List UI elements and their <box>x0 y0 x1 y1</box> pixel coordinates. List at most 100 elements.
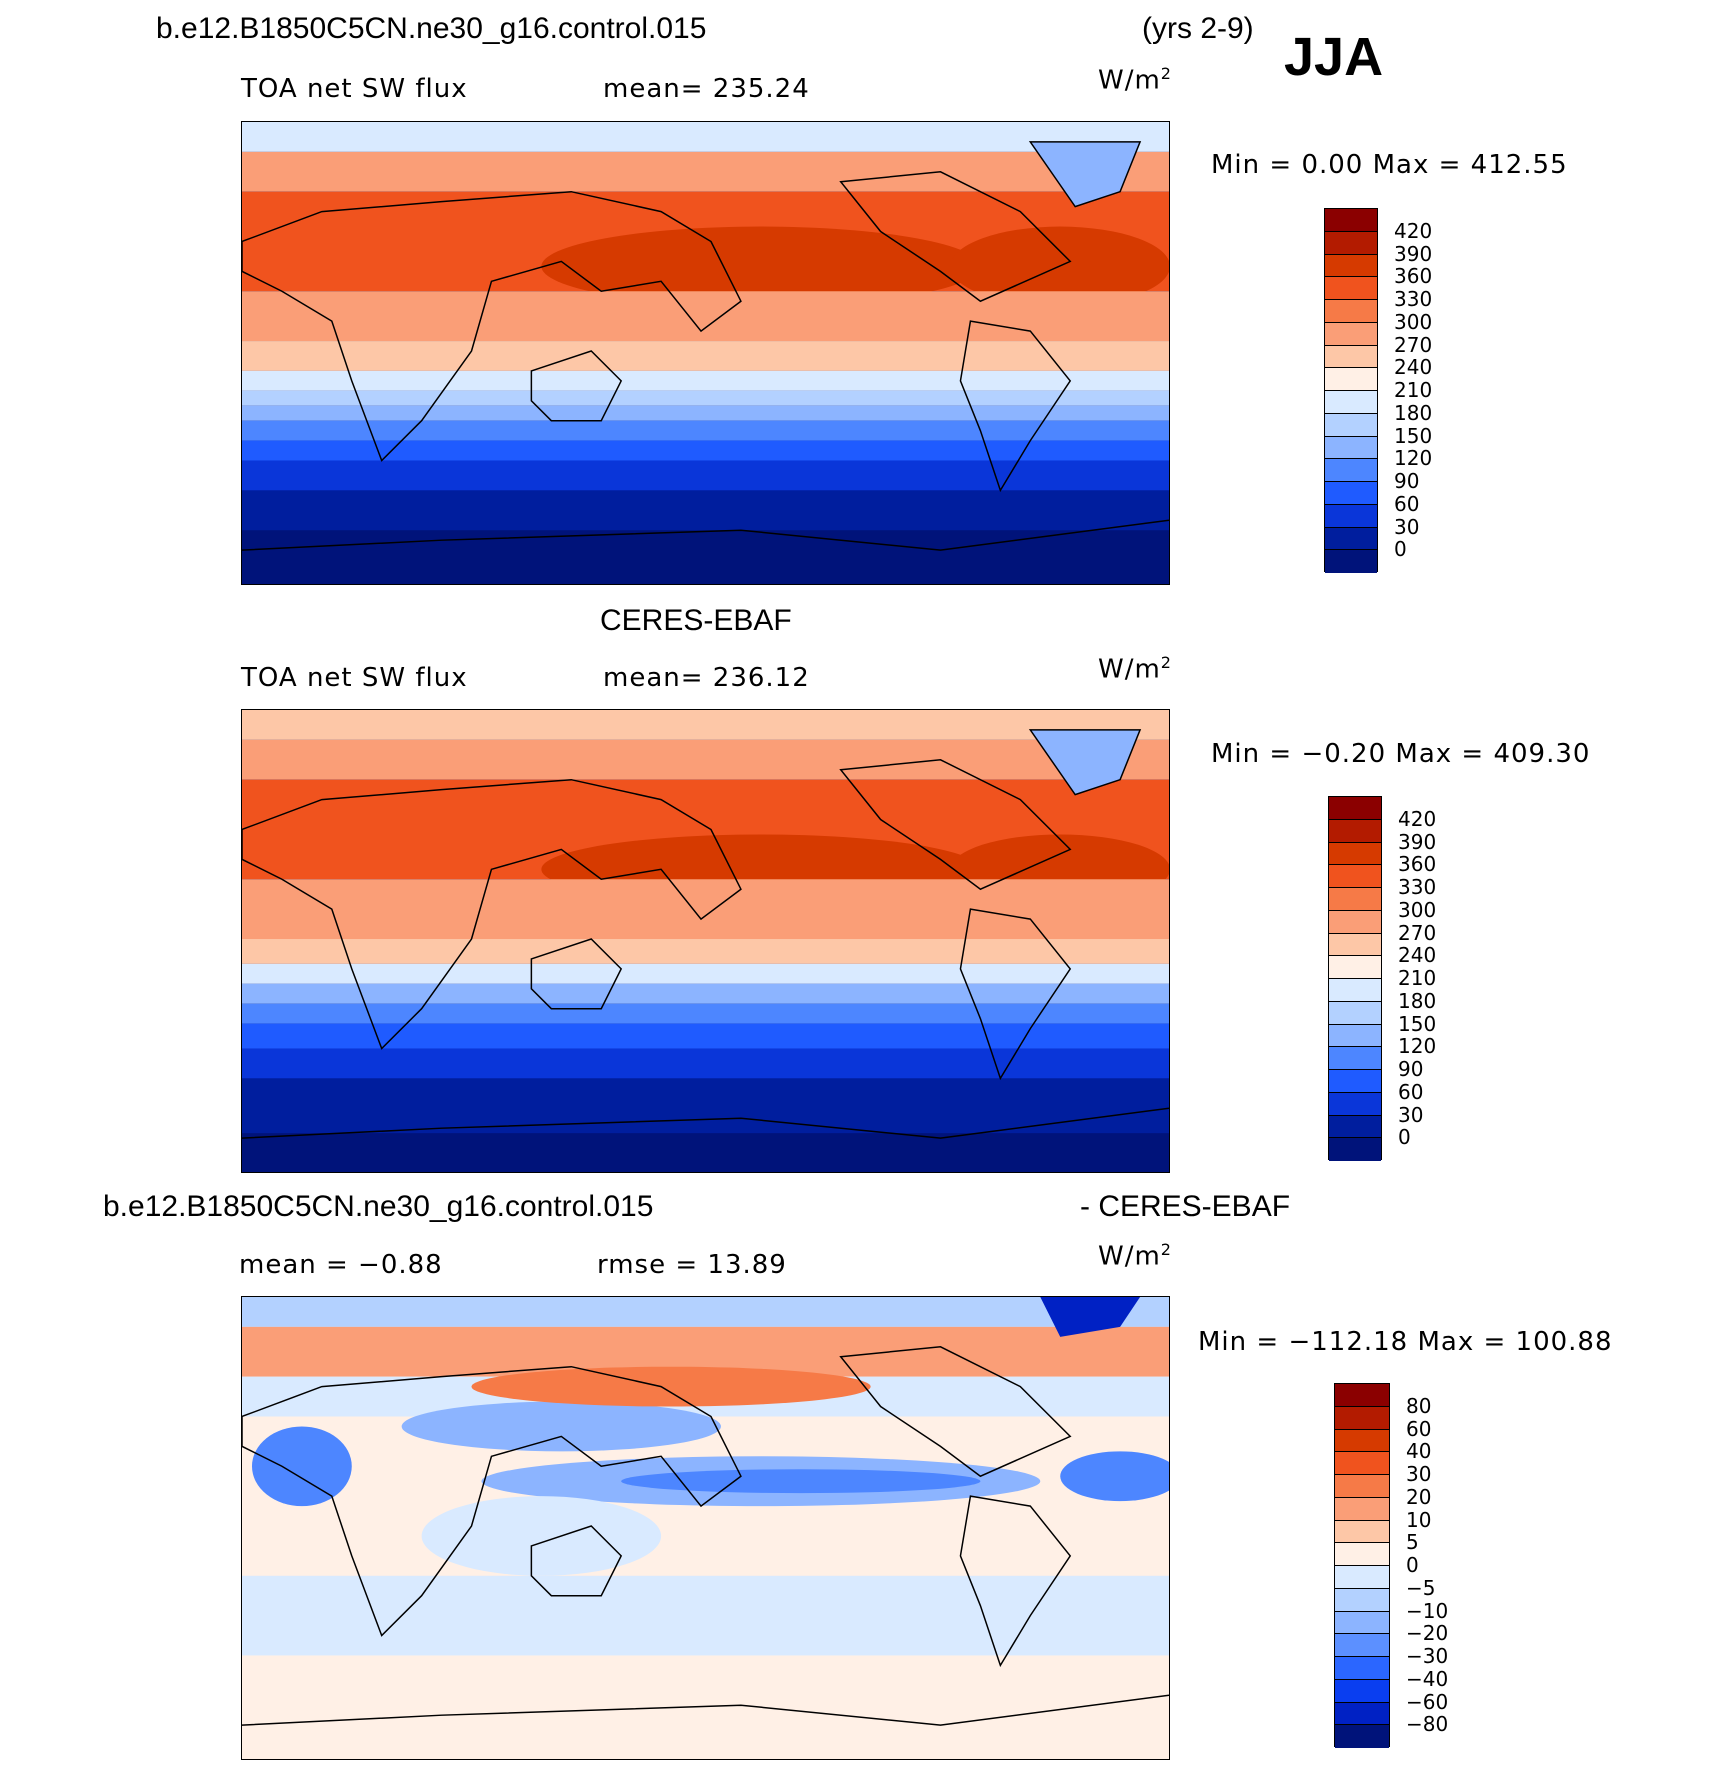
minmax-label: Min = −112.18 Max = 100.88 <box>1198 1327 1613 1357</box>
colorbar <box>1324 208 1378 573</box>
colorbar-level-label: 180 <box>1398 988 1437 1013</box>
colorbar-bin <box>1325 322 1377 346</box>
colorbar-level-label: 240 <box>1394 355 1433 380</box>
colorbar-level-label: 150 <box>1398 1011 1437 1036</box>
colorbar-level-label: 360 <box>1394 264 1433 289</box>
colorbar-level-label: −20 <box>1406 1621 1449 1646</box>
colorbar-bin <box>1325 413 1377 437</box>
colorbar-level-label: 360 <box>1398 852 1437 877</box>
colorbar-level-label: 120 <box>1394 446 1433 471</box>
colorbar-bin <box>1329 797 1381 820</box>
colorbar-level-label: −80 <box>1406 1712 1449 1737</box>
colorbar-bin <box>1325 482 1377 505</box>
colorbar-bin <box>1335 1384 1389 1407</box>
colorbar-level-label: 20 <box>1406 1484 1432 1509</box>
colorbar-bin <box>1325 436 1377 460</box>
colorbar-level-label: 120 <box>1398 1034 1437 1059</box>
colorbar-bin <box>1325 277 1377 300</box>
colorbar-bin <box>1329 979 1381 1002</box>
colorbar-level-label: 0 <box>1406 1553 1419 1577</box>
colorbar-level-label: 30 <box>1394 514 1420 539</box>
colorbar-level-label: 240 <box>1398 943 1437 968</box>
colorbar-bin <box>1325 391 1377 414</box>
units-label: W/m2 <box>1098 64 1172 96</box>
colorbar-bin <box>1335 1406 1389 1430</box>
colorbar-bin <box>1325 527 1377 551</box>
colorbar-bin <box>1325 504 1377 528</box>
colorbar-bin <box>1335 1634 1389 1657</box>
rmse-label: rmse = 13.89 <box>597 1250 787 1280</box>
colorbar-bin <box>1329 910 1381 934</box>
colorbar <box>1334 1383 1390 1748</box>
colorbar-bin <box>1325 209 1377 232</box>
colorbar-bin <box>1325 345 1377 369</box>
colorbar-level-label: 420 <box>1398 806 1437 831</box>
colorbar-bin <box>1335 1588 1389 1612</box>
colorbar-level-label: −10 <box>1406 1598 1449 1623</box>
obs-title: CERES-EBAF <box>600 604 792 637</box>
minmax-label: Min = −0.20 Max = 409.30 <box>1211 739 1591 769</box>
colorbar-level-label: 300 <box>1394 309 1433 334</box>
colorbar-bin <box>1329 1001 1381 1025</box>
colorbar-bin <box>1329 888 1381 911</box>
colorbar-level-label: 40 <box>1406 1439 1432 1464</box>
colorbar-level-label: 270 <box>1398 920 1437 945</box>
mean-label: mean = −0.88 <box>239 1250 443 1280</box>
colorbar-level-label: −40 <box>1406 1666 1449 1691</box>
colorbar-bin <box>1335 1566 1389 1589</box>
colorbar-bin <box>1329 1138 1381 1161</box>
colorbar-level-label: 300 <box>1398 897 1437 922</box>
years-label: (yrs 2-9) <box>1142 12 1254 45</box>
colorbar-bin <box>1335 1611 1389 1635</box>
colorbar-level-label: −5 <box>1406 1575 1436 1600</box>
colorbar-bin <box>1325 459 1377 482</box>
obs-map <box>241 709 1170 1173</box>
diff-title-left: b.e12.B1850C5CN.ne30_g16.control.015 <box>103 1190 654 1223</box>
colorbar-bin <box>1329 865 1381 888</box>
diff-title-right: - CERES-EBAF <box>1080 1190 1291 1223</box>
variable-label: TOA net SW flux <box>241 663 468 693</box>
colorbar-bin <box>1329 1024 1381 1048</box>
colorbar-bin <box>1325 300 1377 323</box>
colorbar-bin <box>1335 1429 1389 1453</box>
colorbar-level-label: 30 <box>1406 1462 1432 1486</box>
colorbar-level-label: 5 <box>1406 1530 1419 1555</box>
colorbar-bin <box>1329 1047 1381 1070</box>
season-label: JJA <box>1284 27 1384 87</box>
colorbar-bin <box>1325 231 1377 255</box>
colorbar-bin <box>1329 933 1381 957</box>
colorbar-bin <box>1329 819 1381 843</box>
minmax-label: Min = 0.00 Max = 412.55 <box>1211 150 1568 180</box>
colorbar-level-label: 60 <box>1398 1079 1424 1104</box>
colorbar-bin <box>1329 842 1381 866</box>
colorbar-level-label: 90 <box>1398 1057 1424 1081</box>
colorbar-bin <box>1335 1497 1389 1521</box>
colorbar-level-label: −60 <box>1406 1689 1449 1714</box>
colorbar-level-label: 30 <box>1398 1102 1424 1127</box>
units-label: W/m2 <box>1098 653 1172 685</box>
case-title: b.e12.B1850C5CN.ne30_g16.control.015 <box>156 12 707 45</box>
colorbar-bin <box>1335 1543 1389 1566</box>
colorbar-bin <box>1325 368 1377 391</box>
colorbar-level-label: 330 <box>1394 287 1433 311</box>
colorbar-level-label: 420 <box>1394 218 1433 243</box>
colorbar-level-label: 80 <box>1406 1393 1432 1418</box>
units-label: W/m2 <box>1098 1240 1172 1272</box>
colorbar-level-label: 0 <box>1394 537 1407 562</box>
colorbar-bin <box>1329 956 1381 979</box>
colorbar <box>1328 796 1382 1161</box>
colorbar-level-label: 60 <box>1406 1416 1432 1441</box>
colorbar-level-label: 390 <box>1394 241 1433 266</box>
colorbar-bin <box>1325 550 1377 573</box>
colorbar-level-label: 270 <box>1394 332 1433 357</box>
colorbar-level-label: 0 <box>1398 1125 1411 1150</box>
colorbar-bin <box>1335 1679 1389 1703</box>
colorbar-bin <box>1335 1702 1389 1726</box>
colorbar-bin <box>1325 254 1377 278</box>
colorbar-bin <box>1335 1657 1389 1680</box>
model-map <box>241 121 1170 585</box>
colorbar-bin <box>1335 1520 1389 1544</box>
variable-label: TOA net SW flux <box>241 74 468 104</box>
colorbar-bin <box>1329 1115 1381 1139</box>
colorbar-level-label: 330 <box>1398 875 1437 899</box>
